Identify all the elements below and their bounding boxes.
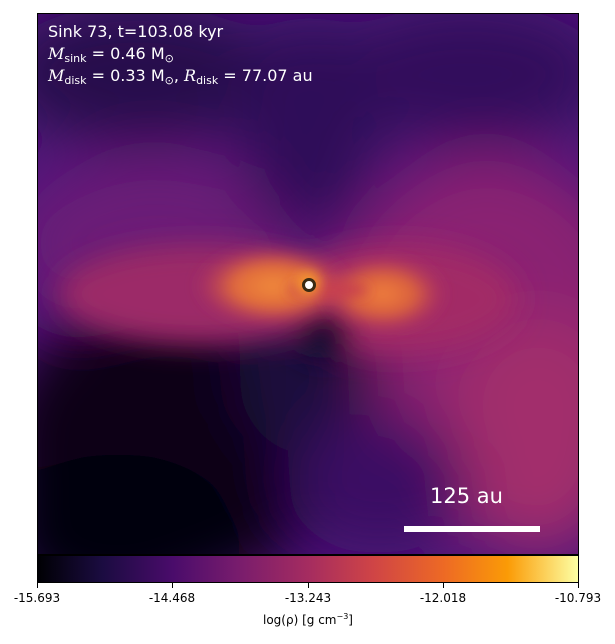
colorbar-label-prefix: log(ρ) [g cm: [263, 613, 337, 627]
colorbar-tick: [308, 583, 309, 588]
mdisk-value: = 0.33 M: [86, 66, 165, 85]
colorbar-tick: [443, 583, 444, 588]
colorbar-tick: [172, 583, 173, 588]
colorbar-label: log(ρ) [g cm−3]: [263, 612, 353, 627]
colorbar-tick-label: -12.018: [419, 591, 467, 605]
msink-symbol: M: [48, 44, 65, 63]
mdisk-unit-sub: ⊙: [164, 74, 174, 87]
sink-mass-label: Msink = 0.46 M⊙: [48, 44, 174, 69]
colorbar-tick-label: -10.793: [554, 591, 602, 605]
mdisk-symbol: M: [48, 66, 65, 85]
colorbar-tick: [578, 583, 579, 588]
mdisk-subscript: disk: [64, 74, 87, 87]
rdisk-symbol: R: [184, 66, 197, 85]
rdisk-value: = 77.07 au: [218, 66, 313, 85]
colorbar-tick-label: -13.243: [284, 591, 332, 605]
rdisk-prefix: ,: [173, 66, 185, 85]
scale-bar-label: 125 au: [430, 484, 503, 508]
sink-particle-marker: [302, 278, 316, 292]
scale-bar: [404, 526, 540, 532]
colorbar: [37, 555, 579, 583]
msink-subscript: sink: [64, 52, 87, 65]
density-map-panel: Sink 73, t=103.08 kyr Msink = 0.46 M⊙ Md…: [37, 13, 579, 555]
colorbar-label-suffix: ]: [348, 613, 353, 627]
msink-value: = 0.46 M: [86, 44, 165, 63]
sink-title: Sink 73, t=103.08 kyr: [48, 22, 224, 41]
disk-params-label: Mdisk = 0.33 M⊙, Rdisk = 77.07 au: [48, 66, 313, 91]
colorbar-tick-label: -14.468: [148, 591, 196, 605]
colorbar-label-exponent: −3: [336, 612, 349, 621]
density-image: [38, 14, 578, 554]
rdisk-subscript: disk: [196, 74, 219, 87]
colorbar-tick: [37, 583, 38, 588]
msink-unit-sub: ⊙: [164, 52, 174, 65]
colorbar-tick-label: -15.693: [13, 591, 61, 605]
